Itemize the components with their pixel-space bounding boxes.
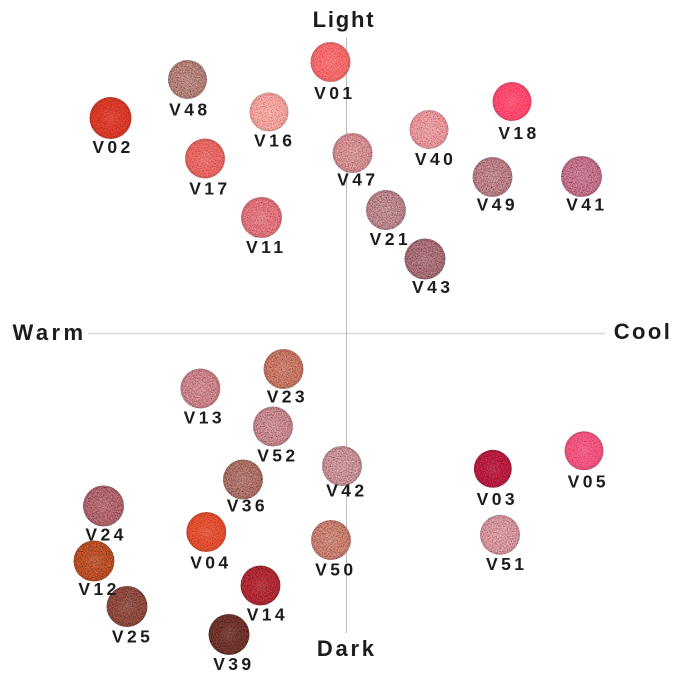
svg-text:V13: V13 [184, 408, 225, 428]
svg-text:V14: V14 [247, 605, 288, 625]
svg-text:V02: V02 [92, 137, 133, 157]
svg-text:V43: V43 [412, 277, 453, 297]
svg-text:V24: V24 [85, 525, 126, 545]
svg-text:V25: V25 [112, 627, 153, 647]
svg-text:V49: V49 [477, 195, 518, 215]
svg-text:Dark: Dark [317, 636, 377, 661]
svg-text:V51: V51 [486, 554, 527, 574]
svg-text:V03: V03 [477, 489, 518, 509]
svg-text:V11: V11 [246, 237, 286, 257]
svg-text:V36: V36 [227, 496, 268, 516]
svg-text:V05: V05 [568, 472, 609, 492]
svg-text:V47: V47 [337, 170, 378, 190]
svg-text:V16: V16 [254, 131, 295, 151]
svg-text:V12: V12 [78, 579, 119, 599]
svg-text:V42: V42 [326, 481, 367, 501]
svg-text:V52: V52 [257, 446, 298, 466]
svg-text:V50: V50 [315, 560, 356, 580]
svg-text:V23: V23 [267, 387, 308, 407]
svg-text:Cool: Cool [614, 319, 672, 344]
svg-text:V48: V48 [169, 100, 210, 120]
svg-text:V01: V01 [314, 83, 355, 103]
svg-text:Light: Light [313, 7, 376, 32]
svg-text:V41: V41 [566, 195, 607, 215]
svg-text:V17: V17 [189, 179, 230, 199]
svg-text:V40: V40 [415, 149, 456, 169]
svg-text:Warm: Warm [13, 320, 87, 345]
svg-text:V39: V39 [213, 654, 254, 674]
svg-text:V18: V18 [498, 123, 539, 143]
svg-text:V04: V04 [190, 553, 231, 573]
svg-text:V21: V21 [370, 229, 411, 249]
